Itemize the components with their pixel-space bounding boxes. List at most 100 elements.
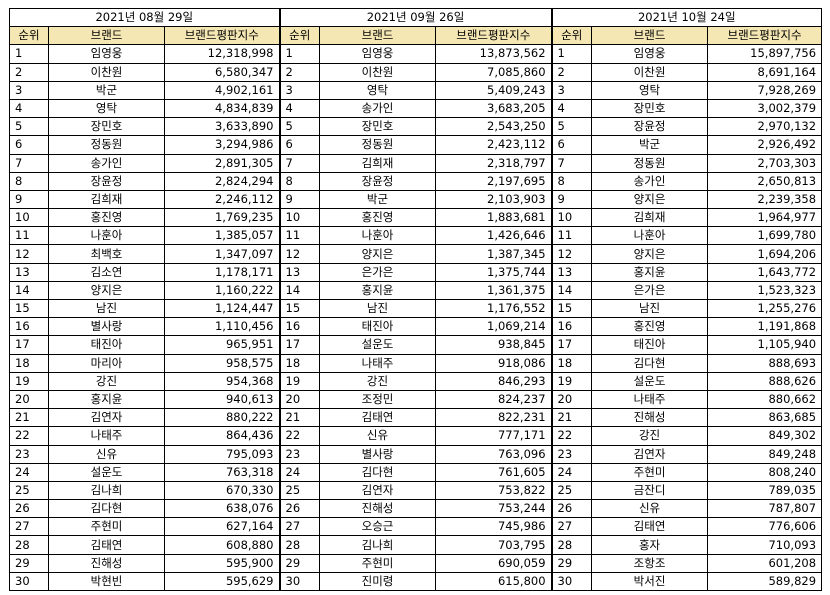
score-cell: 1,361,375 bbox=[434, 280, 553, 301]
brand-cell: 김연자 bbox=[319, 480, 436, 501]
rank-cell: 9 bbox=[278, 189, 320, 210]
rank-cell: 16 bbox=[9, 317, 49, 337]
brand-cell: 박서진 bbox=[591, 571, 709, 592]
score-cell: 13,873,562 bbox=[434, 44, 553, 64]
rank-cell: 23 bbox=[278, 444, 320, 464]
rank-cell: 19 bbox=[550, 371, 593, 391]
table-row: 17 태진아 965,951 17 설운도 938,845 17 태진아 1,105,940 bbox=[9, 335, 823, 355]
table-row: 26 김다현 638,076 26 진해성 753,244 26 신유 787,807 bbox=[9, 499, 823, 519]
rank-cell: 15 bbox=[9, 298, 49, 319]
rank-cell: 7 bbox=[278, 153, 320, 173]
table-row: 20 홍지윤 940,613 20 조정민 824,237 20 나태주 880,662 bbox=[9, 389, 823, 410]
rank-cell: 11 bbox=[278, 226, 320, 246]
brand-cell: 태진아 bbox=[591, 335, 709, 355]
rank-cell: 11 bbox=[550, 226, 593, 246]
rank-cell: 22 bbox=[550, 426, 593, 446]
rank-cell: 29 bbox=[278, 553, 320, 573]
brand-cell: 장민호 bbox=[591, 98, 709, 119]
score-cell: 763,096 bbox=[434, 444, 553, 464]
table-row: 5 장민호 3,633,890 5 장민호 2,543,250 5 장윤정 2,970,132 bbox=[9, 117, 823, 137]
brand-cell: 박군 bbox=[591, 135, 709, 155]
rank-cell: 28 bbox=[9, 535, 49, 555]
rank-cell: 6 bbox=[550, 135, 593, 155]
table-row: 2 이찬원 6,580,347 2 이찬원 7,085,860 2 이찬원 8,691,164 bbox=[9, 62, 823, 82]
score-cell: 787,807 bbox=[707, 499, 823, 519]
score-cell: 4,834,839 bbox=[164, 98, 280, 119]
table-row: 19 강진 954,368 19 강진 846,293 19 설운도 888,626 bbox=[9, 371, 823, 391]
brand-cell: 조항조 bbox=[591, 553, 709, 573]
brand-cell: 장윤정 bbox=[591, 117, 709, 137]
score-cell: 7,928,269 bbox=[707, 80, 823, 100]
score-cell: 824,237 bbox=[434, 389, 553, 410]
score-cell: 710,093 bbox=[707, 535, 823, 555]
brand-cell: 장윤정 bbox=[319, 171, 436, 191]
brand-cell: 태진아 bbox=[48, 335, 165, 355]
brand-cell: 김희재 bbox=[591, 208, 709, 228]
rank-cell: 12 bbox=[9, 244, 49, 264]
rank-cell: 25 bbox=[9, 480, 49, 501]
score-cell: 938,845 bbox=[434, 335, 553, 355]
score-cell: 2,103,903 bbox=[434, 189, 553, 210]
score-cell: 638,076 bbox=[164, 499, 280, 519]
brand-cell: 진미령 bbox=[319, 571, 436, 592]
brand-cell: 김태연 bbox=[48, 535, 165, 555]
score-cell: 2,926,492 bbox=[707, 135, 823, 155]
score-cell: 1,347,097 bbox=[164, 244, 280, 264]
rank-cell: 22 bbox=[278, 426, 320, 446]
brand-cell: 장윤정 bbox=[48, 171, 165, 191]
rank-cell: 30 bbox=[278, 571, 320, 592]
rank-cell: 26 bbox=[9, 499, 49, 519]
score-cell: 776,606 bbox=[707, 517, 823, 537]
brand-cell: 은가은 bbox=[319, 262, 436, 282]
rank-cell: 20 bbox=[278, 389, 320, 410]
rank-cell: 3 bbox=[9, 80, 49, 100]
brand-cell: 송가인 bbox=[319, 98, 436, 119]
table-row: 13 김소연 1,178,171 13 은가은 1,375,744 13 홍지윤 1,643,7… bbox=[9, 262, 823, 282]
score-cell: 2,703,303 bbox=[707, 153, 823, 173]
rank-cell: 29 bbox=[550, 553, 593, 573]
rank-cell: 22 bbox=[9, 426, 49, 446]
score-cell: 2,318,797 bbox=[434, 153, 553, 173]
score-cell: 2,239,358 bbox=[707, 189, 823, 210]
table-row: 10 홍진영 1,769,235 10 홍진영 1,883,681 10 김희재 1,964,9… bbox=[9, 208, 823, 228]
score-cell: 1,694,206 bbox=[707, 244, 823, 264]
rank-cell: 4 bbox=[278, 98, 320, 119]
brand-cell: 김태연 bbox=[591, 517, 709, 537]
rank-cell: 23 bbox=[550, 444, 593, 464]
rank-cell: 10 bbox=[9, 208, 49, 228]
score-cell: 880,662 bbox=[707, 389, 823, 410]
rank-cell: 6 bbox=[278, 135, 320, 155]
rank-cell: 10 bbox=[278, 208, 320, 228]
brand-cell: 영탁 bbox=[319, 80, 436, 100]
table-row: 29 진해성 595,900 29 주현미 690,059 29 조항조 601,208 bbox=[9, 553, 823, 573]
score-cell: 745,986 bbox=[434, 517, 553, 537]
period-date: 2021년 10월 24일 bbox=[550, 7, 823, 28]
rank-cell: 6 bbox=[9, 135, 49, 155]
rank-cell: 24 bbox=[278, 462, 320, 482]
score-cell: 601,208 bbox=[707, 553, 823, 573]
score-cell: 2,824,294 bbox=[164, 171, 280, 191]
rank-cell: 1 bbox=[9, 44, 49, 64]
column-header-score: 브랜드평판지수 bbox=[434, 26, 553, 46]
brand-cell: 설운도 bbox=[591, 371, 709, 391]
column-header-rank: 순위 bbox=[9, 26, 49, 46]
rank-cell: 2 bbox=[278, 62, 320, 82]
column-header-score: 브랜드평판지수 bbox=[164, 26, 280, 46]
score-cell: 1,699,780 bbox=[707, 226, 823, 246]
brand-cell: 박군 bbox=[48, 80, 165, 100]
brand-cell: 나태주 bbox=[591, 389, 709, 410]
brand-cell: 임영웅 bbox=[591, 44, 709, 64]
rank-cell: 21 bbox=[9, 408, 49, 428]
brand-cell: 김나희 bbox=[319, 535, 436, 555]
score-cell: 7,085,860 bbox=[434, 62, 553, 82]
score-cell: 608,880 bbox=[164, 535, 280, 555]
rank-cell: 8 bbox=[9, 171, 49, 191]
rank-cell: 25 bbox=[278, 480, 320, 501]
table-row: 21 김연자 880,222 21 김태연 822,231 21 진해성 863,685 bbox=[9, 408, 823, 428]
rank-cell: 4 bbox=[9, 98, 49, 119]
score-cell: 2,891,305 bbox=[164, 153, 280, 173]
brand-cell: 김희재 bbox=[48, 189, 165, 210]
score-cell: 761,605 bbox=[434, 462, 553, 482]
table-row: 9 김희재 2,246,112 9 박군 2,103,903 9 양지은 2,239,358 bbox=[9, 189, 823, 210]
score-cell: 888,693 bbox=[707, 353, 823, 373]
